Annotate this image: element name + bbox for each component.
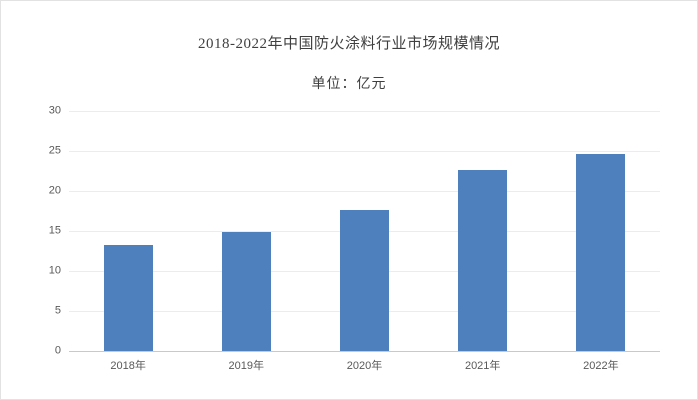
chart-subtitle: 单位：亿元	[311, 77, 387, 92]
bar-2018年	[103, 245, 153, 351]
gridline	[69, 191, 660, 192]
bar-2019年	[221, 232, 271, 351]
bar-2021年	[458, 170, 508, 351]
y-axis-tick-label: 20	[48, 184, 61, 197]
x-axis-tick-label: 2022年	[583, 360, 619, 372]
x-axis-tick-label: 2019年	[228, 360, 265, 372]
gridline	[69, 111, 660, 112]
y-axis-tick-label: 25	[48, 144, 61, 157]
x-axis-tick-label: 2020年	[346, 360, 383, 372]
bar-2022年	[576, 154, 626, 351]
y-axis-tick-label: 0	[54, 344, 61, 357]
chart-title: 2018-2022年中国防火涂料行业市场规模情况	[198, 36, 500, 52]
x-axis-tick-label: 2018年	[110, 360, 146, 372]
y-axis-tick-label: 10	[48, 264, 61, 277]
bar-2020年	[340, 210, 389, 351]
y-axis-tick-label: 15	[48, 224, 61, 237]
x-axis-line	[69, 351, 660, 352]
y-axis-tick-label: 30	[48, 104, 61, 117]
x-axis-tick-label: 2021年	[464, 360, 501, 372]
y-axis-tick-label: 5	[54, 304, 61, 317]
gridline	[69, 151, 660, 152]
